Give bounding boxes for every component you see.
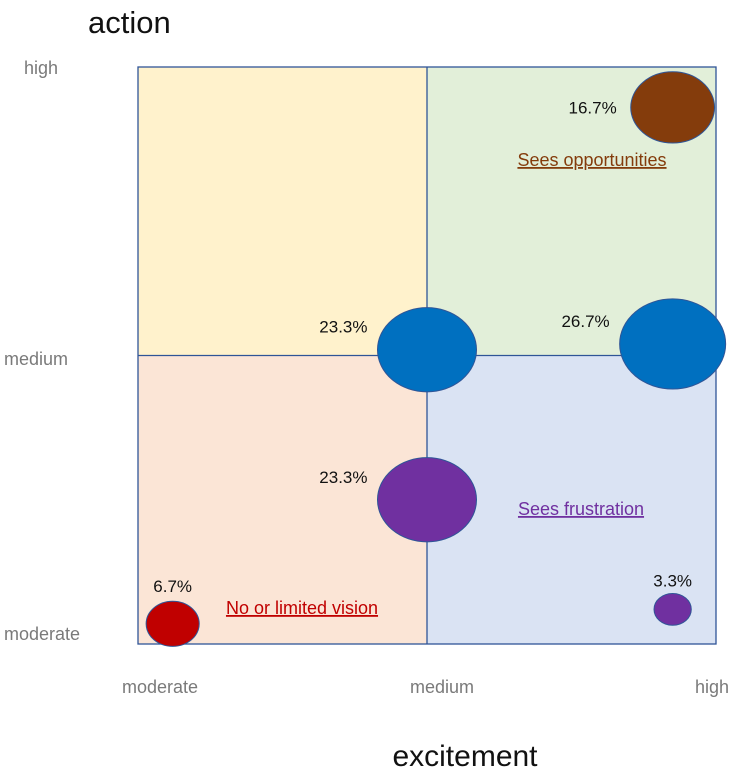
- quadrant-label-bottom-left: No or limited vision: [226, 598, 378, 618]
- bubble-point: [619, 298, 727, 390]
- bubble-point: [630, 71, 716, 144]
- x-tick-label: moderate: [122, 677, 198, 697]
- y-tick-label: moderate: [4, 624, 80, 644]
- bubble-point: [376, 457, 478, 543]
- quadrant-top-left: [138, 67, 427, 356]
- bubble-value-label: 23.3%: [319, 318, 367, 337]
- x-axis-title: excitement: [392, 740, 538, 773]
- bubble-point: [145, 600, 200, 647]
- bubble-value-label: 3.3%: [653, 571, 692, 590]
- quadrant-label-bottom-right: Sees frustration: [518, 499, 644, 519]
- bubble-point: [376, 307, 478, 393]
- bubble-value-label: 16.7%: [569, 98, 617, 117]
- quadrant-label-top-right: Sees opportunities: [517, 150, 666, 170]
- x-tick-label: high: [695, 677, 729, 697]
- y-tick-label: medium: [4, 349, 68, 369]
- y-tick-label: high: [24, 58, 58, 78]
- bubble-value-label: 26.7%: [561, 312, 609, 331]
- bubble-point: [653, 593, 692, 626]
- bubble-value-label: 23.3%: [319, 468, 367, 487]
- bubble-value-label: 6.7%: [153, 577, 192, 596]
- x-tick-label: medium: [410, 677, 474, 697]
- y-axis-title: action: [88, 5, 171, 40]
